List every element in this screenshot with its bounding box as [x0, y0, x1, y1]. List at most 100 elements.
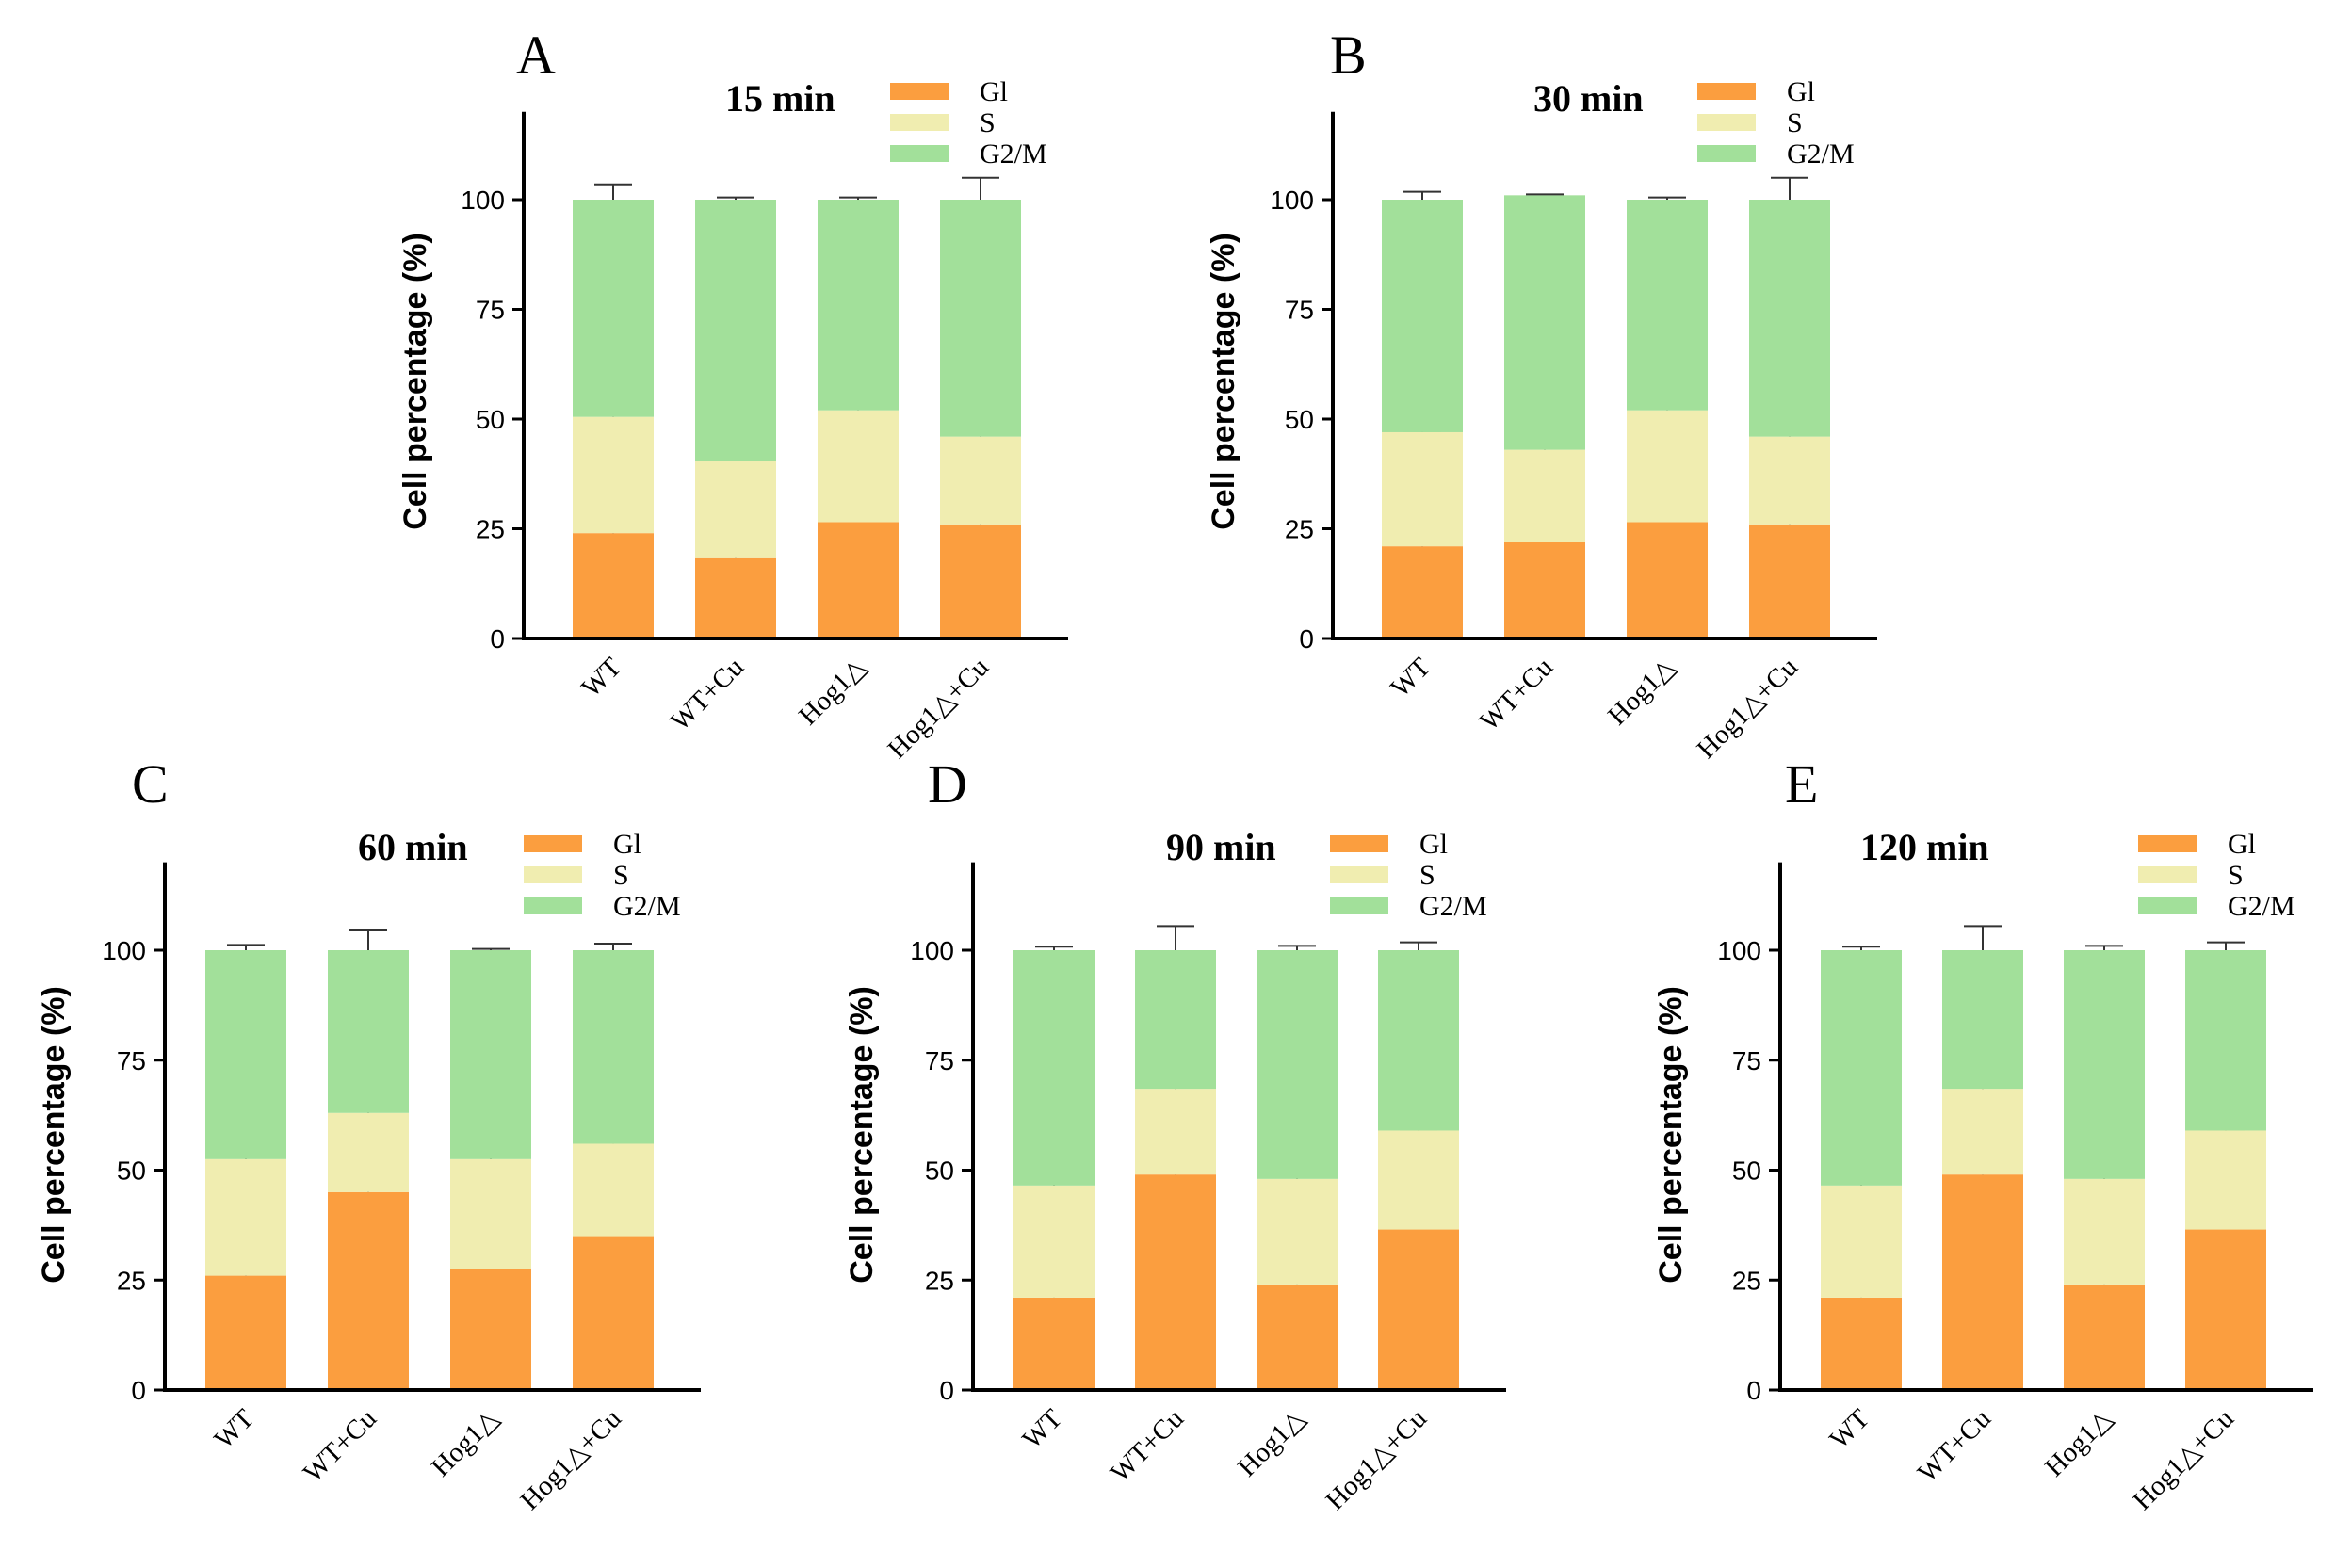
- bar-s: [1627, 410, 1708, 523]
- bar-g1: [1013, 1297, 1095, 1390]
- legend-swatch-s: [1697, 114, 1756, 131]
- bar-g1: [1504, 542, 1585, 639]
- y-tick-label: 100: [1717, 936, 1761, 965]
- x-tick-label: WT+Cu: [298, 1403, 382, 1488]
- error-bar: [472, 947, 510, 950]
- legend-swatch-g1: [1697, 83, 1756, 100]
- bar-s: [1013, 1185, 1095, 1298]
- y-axis-label: Cell percentage (%): [36, 986, 72, 1284]
- y-axis-label: Cell percentage (%): [1653, 986, 1689, 1284]
- legend-label: S: [613, 860, 629, 891]
- bar-g2m: [2185, 950, 2266, 1131]
- bar-g2m: [818, 200, 899, 411]
- error-bar: [594, 183, 632, 200]
- y-tick-label: 50: [925, 1156, 954, 1186]
- panel-letter: C: [132, 753, 169, 815]
- x-tick-label: Hog1△: [793, 652, 872, 731]
- legend-label: Gl: [613, 829, 641, 860]
- bar-s: [1135, 1089, 1216, 1175]
- legend-swatch-g2m: [890, 145, 949, 162]
- legend-swatch-g1: [524, 835, 582, 852]
- y-tick-label: 0: [1299, 624, 1314, 654]
- x-tick-label: WT+Cu: [1912, 1403, 1997, 1488]
- x-tick-label: WT: [1824, 1403, 1875, 1455]
- legend-swatch-s: [890, 114, 949, 131]
- bar-g2m: [1749, 200, 1830, 437]
- bar-g1: [573, 533, 654, 639]
- bar-g2m: [1821, 950, 1902, 1186]
- bar-g2m: [450, 950, 531, 1159]
- y-tick-label: 75: [1732, 1046, 1761, 1075]
- y-tick-label: 25: [925, 1266, 954, 1295]
- legend-swatch-g2m: [1330, 897, 1388, 914]
- y-tick-label: 50: [476, 405, 505, 434]
- bar-s: [1382, 431, 1463, 547]
- legend-swatch-g1: [890, 83, 949, 100]
- y-tick-label: 75: [1285, 296, 1314, 325]
- bar-g1: [1942, 1174, 2023, 1390]
- legend-label: S: [1419, 860, 1435, 891]
- bar-s: [573, 1143, 654, 1237]
- y-axis-label: Cell percentage (%): [1206, 233, 1241, 530]
- y-tick-label: 75: [925, 1046, 954, 1075]
- legend-label: S: [2228, 860, 2244, 891]
- bar-g1: [2185, 1229, 2266, 1390]
- error-bar: [962, 176, 999, 200]
- legend-swatch-s: [1330, 866, 1388, 883]
- legend-swatch-g2m: [524, 897, 582, 914]
- bar-g1: [1821, 1297, 1902, 1390]
- y-tick-label: 0: [490, 624, 505, 654]
- legend-label: G2/M: [1787, 138, 1855, 170]
- bar-s: [695, 461, 776, 558]
- legend-swatch-g1: [1330, 835, 1388, 852]
- y-tick-label: 75: [117, 1046, 146, 1075]
- bar-g1: [695, 557, 776, 639]
- x-tick-label: Hog1△+Cu: [1691, 652, 1803, 764]
- error-bar: [1400, 941, 1437, 950]
- x-tick-label: Hog1△+Cu: [1320, 1403, 1432, 1515]
- bar-s: [940, 436, 1021, 525]
- bar-s: [450, 1158, 531, 1269]
- bar-s: [328, 1112, 409, 1192]
- error-bar: [2207, 941, 2245, 950]
- y-tick-label: 25: [1732, 1266, 1761, 1295]
- bar-g2m: [1504, 195, 1585, 450]
- panel-letter: D: [928, 753, 967, 815]
- y-tick-label: 100: [1270, 186, 1314, 215]
- bar-g1: [1378, 1229, 1459, 1390]
- panel-letter: A: [516, 24, 556, 86]
- error-bar: [1964, 925, 2002, 950]
- y-tick-label: 100: [461, 186, 505, 215]
- legend-label: Gl: [2228, 829, 2256, 860]
- chart-title: 120 min: [1860, 826, 1989, 868]
- bar-g1: [1749, 524, 1830, 639]
- legend-label: Gl: [1419, 829, 1448, 860]
- error-bar: [1526, 193, 1564, 196]
- y-tick-label: 50: [1285, 405, 1314, 434]
- bar-g2m: [1378, 950, 1459, 1131]
- bar-g2m: [1627, 200, 1708, 411]
- bar-g1: [573, 1236, 654, 1390]
- bar-s: [1942, 1089, 2023, 1175]
- error-bar: [594, 942, 632, 950]
- bar-s: [573, 416, 654, 534]
- panel-letter: E: [1785, 753, 1818, 815]
- y-tick-label: 0: [939, 1376, 954, 1405]
- bar-g1: [1627, 522, 1708, 639]
- bar-g2m: [1013, 950, 1095, 1186]
- error-bar: [1771, 176, 1808, 200]
- error-bar: [1648, 196, 1686, 200]
- bar-g1: [2064, 1284, 2145, 1390]
- x-tick-label: WT+Cu: [1105, 1403, 1190, 1488]
- bar-s: [1504, 449, 1585, 542]
- panel-letter: B: [1330, 24, 1367, 86]
- y-tick-label: 50: [1732, 1156, 1761, 1186]
- bar-s: [1821, 1185, 1902, 1298]
- legend-label: S: [1787, 107, 1803, 138]
- bar-g2m: [940, 200, 1021, 437]
- error-bar: [717, 196, 754, 200]
